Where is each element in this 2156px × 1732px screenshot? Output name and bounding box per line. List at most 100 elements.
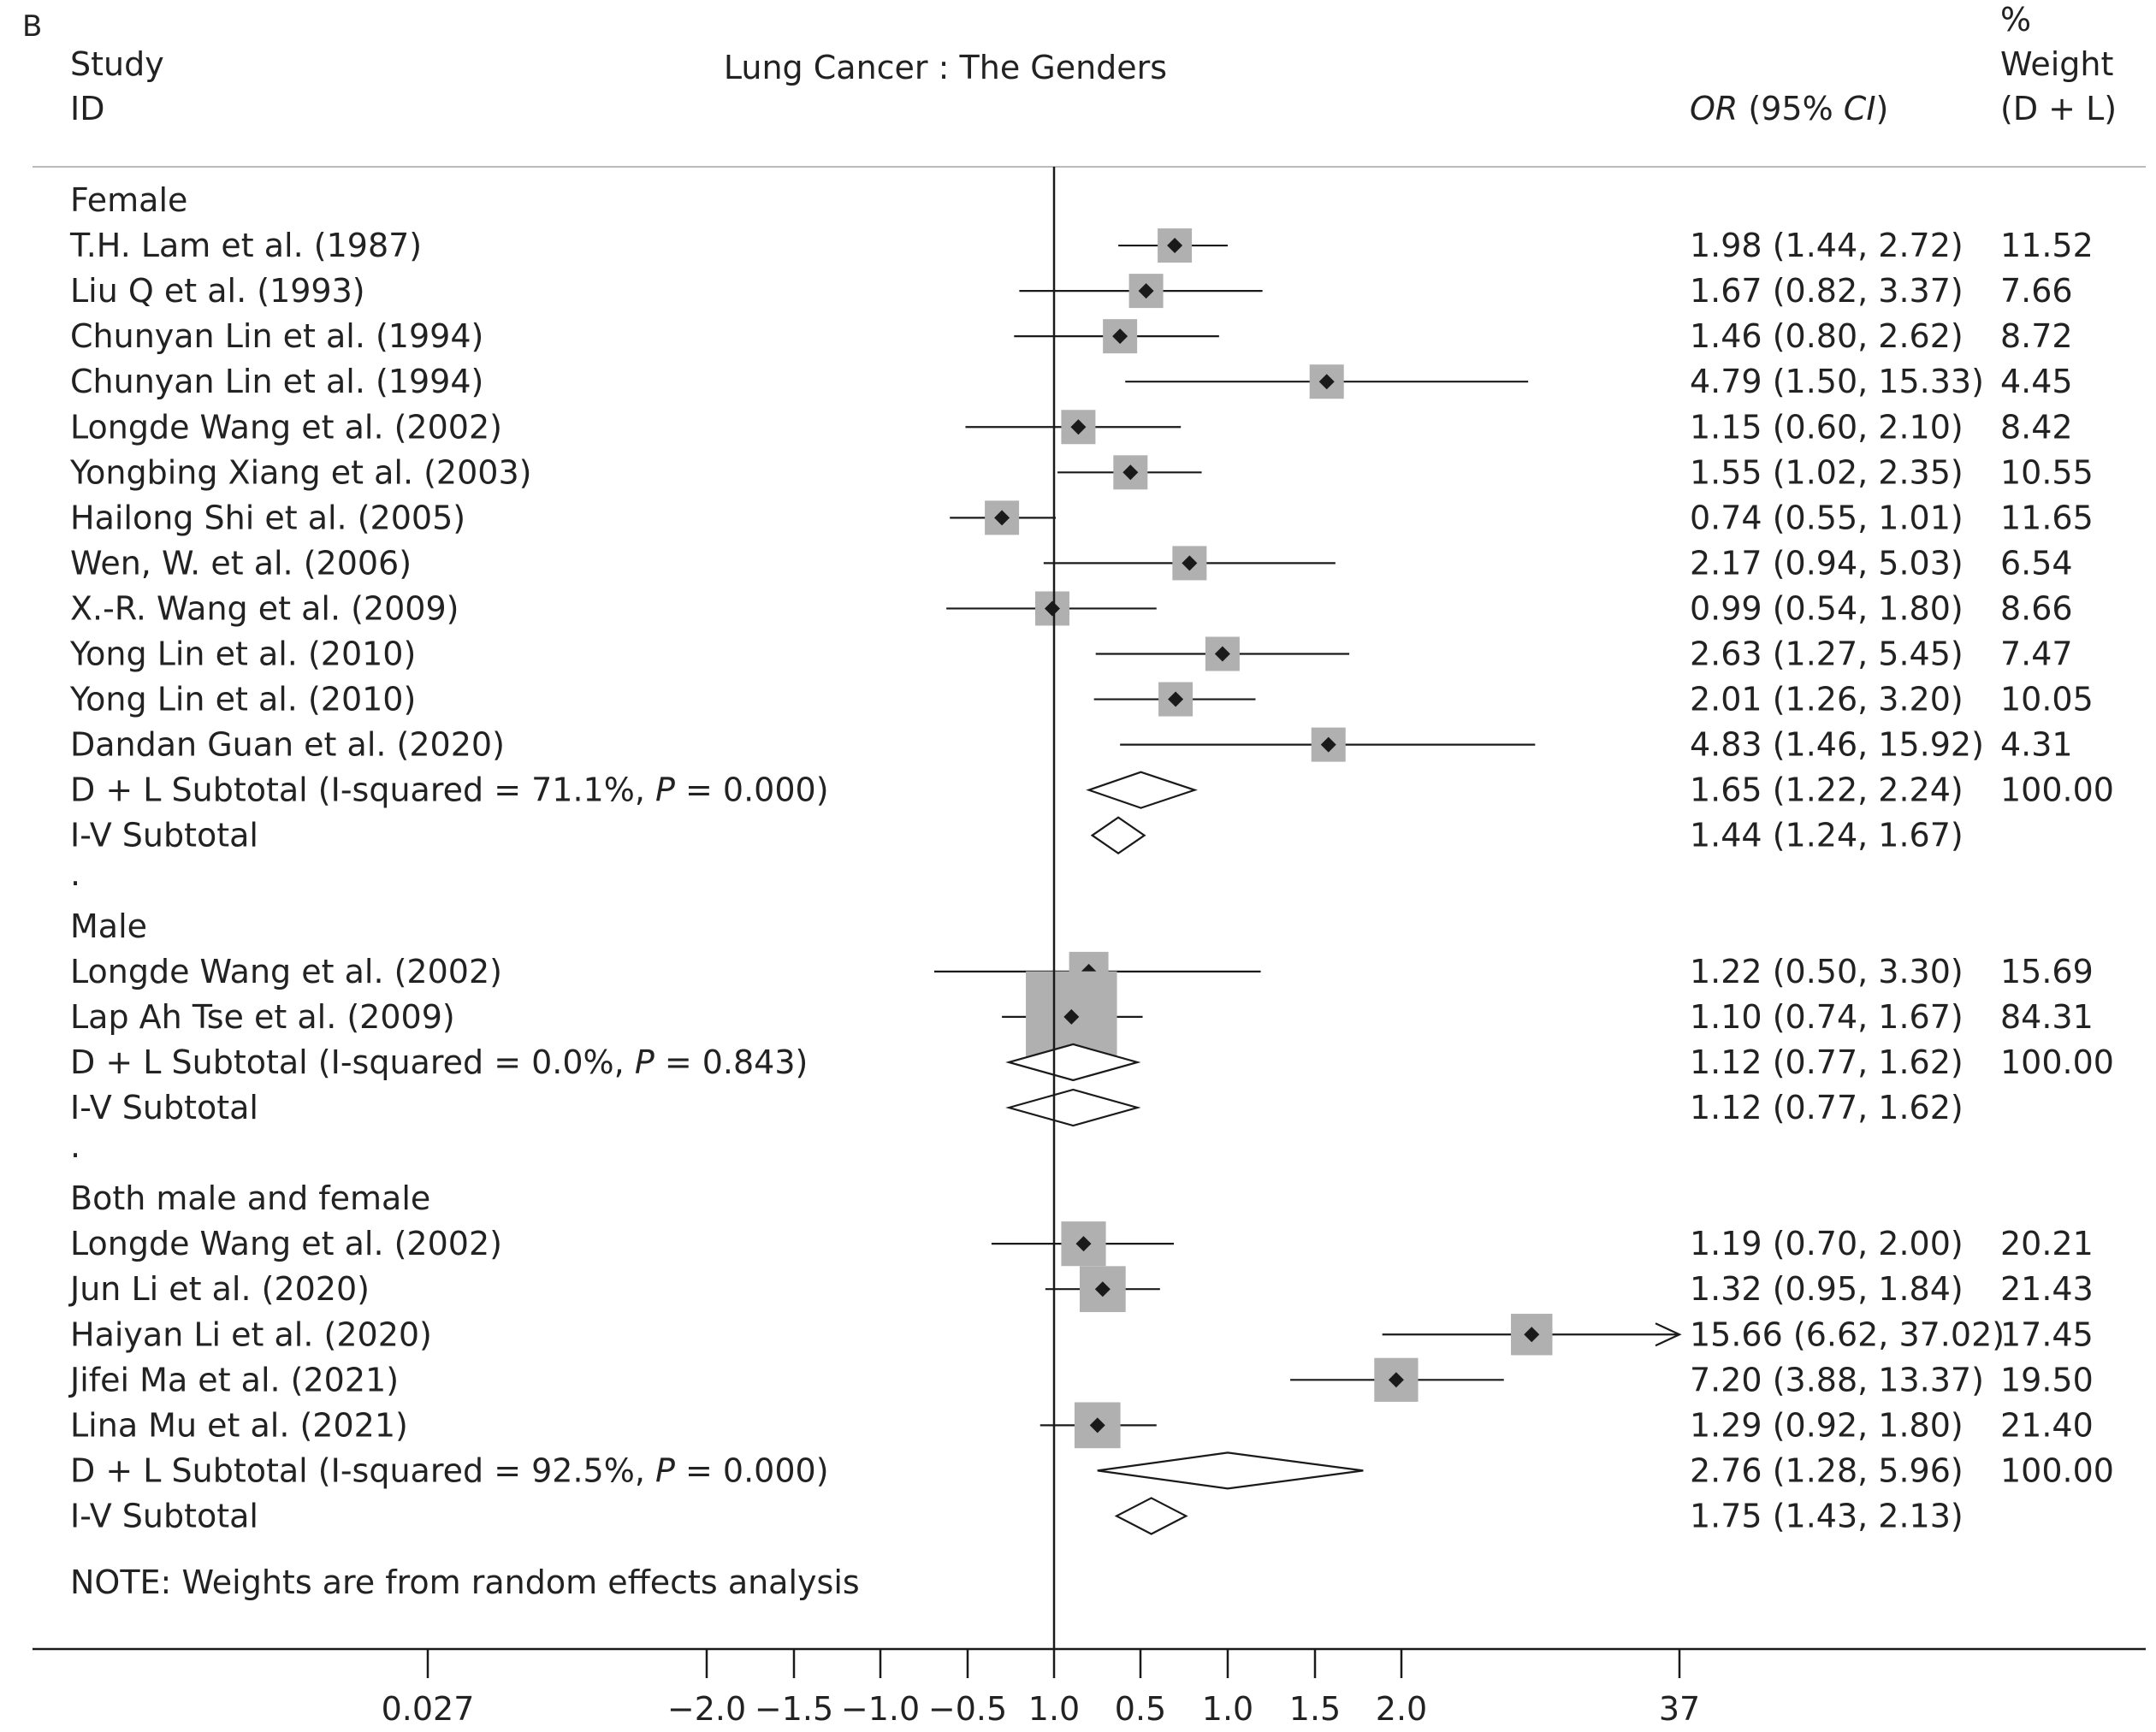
subtotal-p-symbol: P (655, 771, 675, 809)
study-weight: 7.66 (2000, 272, 2073, 310)
study-weight: 4.31 (2000, 726, 2073, 764)
study-weight: 15.69 (2000, 953, 2094, 990)
subtotal-diamond (1005, 1088, 1141, 1127)
subtotal-label: I-V Subtotal (70, 1497, 258, 1534)
point-estimate (1089, 1417, 1105, 1433)
study-label: Yong Lin et al. (2010) (69, 635, 416, 673)
point-estimate (994, 510, 1010, 526)
subtotal-weight: 100.00 (2000, 771, 2114, 809)
point-estimate (1318, 374, 1335, 390)
study-label: Longde Wang et al. (2002) (70, 408, 502, 446)
point-estimate (1075, 1236, 1092, 1252)
subtotal-p-value: = 0.843) (654, 1043, 808, 1081)
study-or-ci: 2.01 (1.26, 3.20) (1690, 681, 1964, 718)
subtotal-label-text: I-V Subtotal (70, 1497, 258, 1534)
x-tick-label: −2.0 (667, 1690, 746, 1728)
subtotal-label: D + L Subtotal (I-squared = 92.5%, P = 0… (70, 1451, 829, 1489)
study-or-ci: 1.98 (1.44, 2.72) (1690, 227, 1964, 264)
study-weight: 11.52 (2000, 227, 2094, 264)
point-estimate (1070, 419, 1087, 435)
study-label: Jifei Ma et al. (2021) (68, 1361, 399, 1398)
subtotal-diamond (1005, 1043, 1141, 1082)
study-weight: 4.45 (2000, 363, 2073, 400)
study-label: Chunyan Lin et al. (1994) (70, 317, 483, 355)
study-weight: 8.42 (2000, 408, 2073, 446)
header-weight-method: (D + L) (2000, 90, 2117, 127)
group-header: Female (70, 181, 187, 219)
subtotal-label-text: D + L Subtotal (I-squared = 71.1%, (70, 771, 655, 809)
study-weight: 8.72 (2000, 317, 2073, 355)
x-tick-label: −0.5 (928, 1690, 1007, 1728)
study-label: Hailong Shi et al. (2005) (70, 499, 465, 536)
point-estimate (1168, 691, 1184, 707)
subtotal-label-text: I-V Subtotal (70, 817, 258, 854)
study-weight: 11.65 (2000, 499, 2094, 536)
point-estimate (1122, 464, 1139, 481)
subtotal-diamond (1086, 771, 1198, 809)
subtotal-or-ci: 1.12 (0.77, 1.62) (1690, 1043, 1964, 1081)
ci-arrow (1655, 1322, 1682, 1347)
point-estimate (1063, 1008, 1080, 1025)
study-or-ci: 4.79 (1.50, 15.33) (1690, 363, 1984, 400)
study-label: Lina Mu et al. (2021) (70, 1406, 408, 1444)
study-or-ci: 1.67 (0.82, 3.37) (1690, 272, 1964, 310)
study-label: Yong Lin et al. (2010) (69, 681, 416, 718)
study-or-ci: 1.15 (0.60, 2.10) (1690, 408, 1964, 446)
panel-label: B (22, 9, 42, 44)
x-tick-label: 1.0 (1028, 1690, 1080, 1728)
point-estimate (1524, 1327, 1540, 1343)
point-estimate (1182, 555, 1198, 571)
study-or-ci: 1.29 (0.92, 1.80) (1690, 1406, 1964, 1444)
study-weight: 7.47 (2000, 635, 2073, 673)
point-estimate (1214, 646, 1230, 662)
subtotal-or-ci: 1.12 (0.77, 1.62) (1690, 1089, 1964, 1126)
point-estimate (1167, 238, 1183, 254)
header-ci-prefix: (95% (1738, 90, 1843, 127)
subtotal-weight: 100.00 (2000, 1451, 2114, 1489)
study-or-ci: 2.17 (0.94, 5.03) (1690, 544, 1964, 582)
study-or-ci: 1.32 (0.95, 1.84) (1690, 1270, 1964, 1308)
header-ci-suffix: ) (1876, 90, 1889, 127)
subtotal-or-ci: 1.44 (1.24, 1.67) (1690, 817, 1964, 854)
x-tick-label: −1.5 (755, 1690, 833, 1728)
study-or-ci: 4.83 (1.46, 15.92) (1690, 726, 1984, 764)
study-or-ci: 1.19 (0.70, 2.00) (1690, 1225, 1964, 1262)
study-weight: 84.31 (2000, 998, 2094, 1036)
subtotal-or-ci: 1.65 (1.22, 2.24) (1690, 771, 1964, 809)
x-tick-label: 0.5 (1115, 1690, 1166, 1728)
study-label: Dandan Guan et al. (2020) (70, 726, 505, 764)
point-estimate (1112, 328, 1128, 345)
subtotal-weight: 100.00 (2000, 1043, 2114, 1081)
subtotal-label-text: D + L Subtotal (I-squared = 0.0%, (70, 1043, 635, 1081)
subtotal-diamond (1090, 816, 1146, 855)
point-estimate (1388, 1372, 1404, 1388)
header-or-ci: OR (95% CI) (1690, 90, 1888, 127)
study-or-ci: 1.22 (0.50, 3.30) (1690, 953, 1964, 990)
study-label: Chunyan Lin et al. (1994) (70, 363, 483, 400)
study-label: T.H. Lam et al. (1987) (69, 227, 422, 264)
study-or-ci: 0.99 (0.54, 1.80) (1690, 589, 1964, 627)
header-weight: Weight (2000, 45, 2113, 83)
subtotal-p-symbol: P (655, 1451, 675, 1489)
group-header: Male (70, 907, 147, 945)
header-study: Study (70, 45, 164, 83)
study-label: Lap Ah Tse et al. (2009) (70, 998, 455, 1036)
subtotal-p-symbol: P (635, 1043, 654, 1081)
x-tick-label: 2.0 (1376, 1690, 1427, 1728)
group-separator: . (70, 1127, 80, 1165)
study-label: Haiyan Li et al. (2020) (70, 1315, 432, 1353)
subtotal-or-ci: 2.76 (1.28, 5.96) (1690, 1451, 1964, 1489)
header-ci: CI (1844, 90, 1876, 127)
study-or-ci: 1.55 (1.02, 2.35) (1690, 453, 1964, 491)
subtotal-diamond (1097, 1451, 1364, 1490)
plot-rows: Female T.H. Lam et al. (1987) 1.98 (1.44, … (68, 181, 2114, 1535)
study-weight: 8.66 (2000, 589, 2073, 627)
subtotal-label-text: I-V Subtotal (70, 1089, 258, 1126)
header-weight-percent: % (2000, 1, 2031, 38)
study-label: Yongbing Xiang et al. (2003) (69, 453, 531, 491)
study-or-ci: 1.10 (0.74, 1.67) (1690, 998, 1964, 1036)
study-weight: 17.45 (2000, 1315, 2094, 1353)
x-axis-ticks: 0.027 −2.0 −1.5 −1.0 −0.5 1.0 0.5 1.0 1.5 2.0 37 (382, 1649, 1700, 1728)
x-tick-label: 1.5 (1289, 1690, 1341, 1728)
